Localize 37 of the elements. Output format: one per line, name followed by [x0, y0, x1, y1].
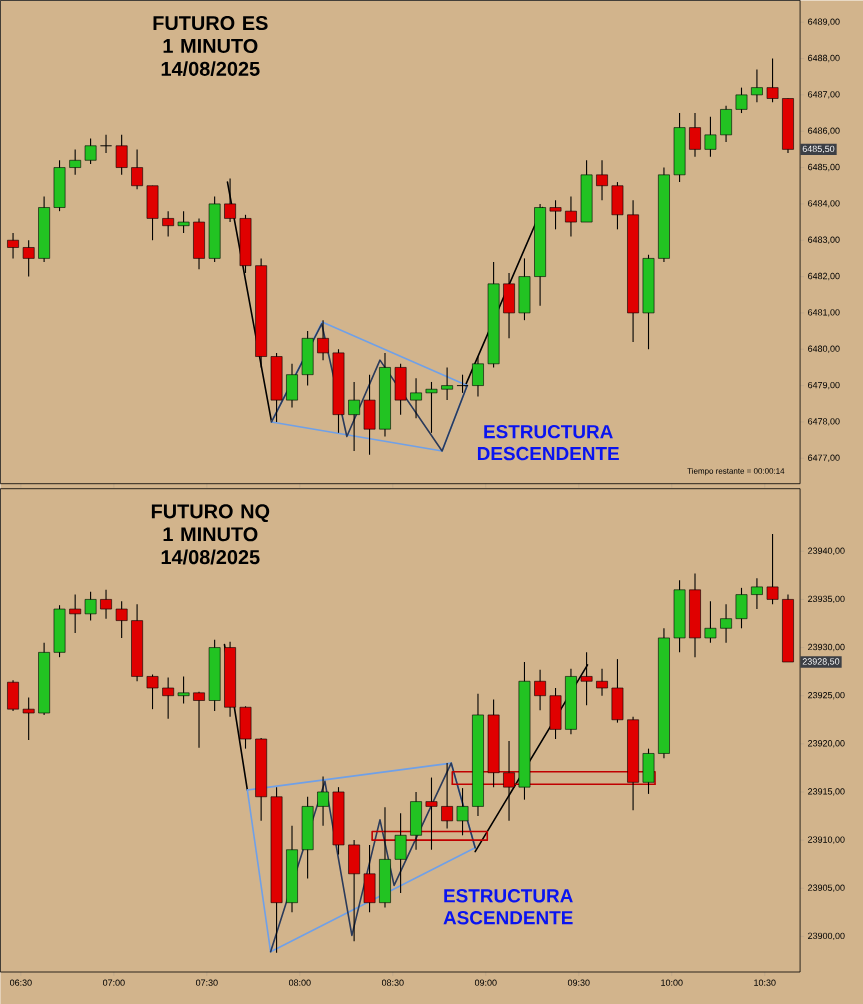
- y-tick-label: 6482,00: [808, 272, 840, 281]
- y-tick-label: 6481,00: [808, 309, 840, 317]
- text: FUTURO ES 1 MINUTO 14/08/2025: [153, 16, 268, 77]
- x-tick-label: 07:30: [195, 979, 218, 986]
- x-tick-label: 09:00: [474, 979, 497, 986]
- y-tick-label: 6484,00: [808, 200, 840, 208]
- y-tick-label: 6487,00: [808, 91, 840, 99]
- y-tick-label: 23925,00: [808, 691, 845, 700]
- y-tick-label: 23915,00: [808, 788, 845, 796]
- y-tick-label: 23905,00: [808, 884, 845, 892]
- text: 6485,50: [802, 145, 835, 154]
- y-tick-label: 6477,00: [808, 454, 840, 462]
- x-tick-label: 06:30: [9, 979, 32, 986]
- y-tick-label: 23910,00: [808, 836, 845, 844]
- annotation: ESTRUCTURA DESCENDENTE: [477, 424, 619, 461]
- y-tick-label: 6478,00: [808, 418, 840, 426]
- x-tick-label: 07:00: [102, 979, 125, 986]
- y-tick-label: 23920,00: [808, 740, 845, 748]
- x-tick-label: 10:00: [661, 979, 683, 986]
- y-tick-label: 23935,00: [808, 595, 845, 604]
- y-tick-label: 6480,00: [808, 345, 840, 353]
- y-tick-label: 6489,00: [808, 18, 840, 26]
- text: FUTURO NQ 1 MINUTO 14/08/2025: [151, 504, 270, 565]
- y-tick-label: 23930,00: [808, 643, 845, 652]
- x-tick-label: 08:30: [381, 979, 404, 986]
- x-tick-label: 10:30: [754, 979, 776, 986]
- x-tick-label: 08:00: [288, 979, 311, 986]
- y-tick-label: 6479,00: [808, 381, 840, 390]
- annotation: ESTRUCTURA ASCENDENTE: [443, 889, 573, 925]
- y-tick-label: 6485,00: [808, 163, 840, 172]
- y-tick-label: 6488,00: [808, 54, 840, 63]
- y-tick-label: 23940,00: [808, 547, 845, 555]
- text: 23928,50: [802, 658, 840, 666]
- y-tick-label: 23900,00: [808, 932, 845, 941]
- y-tick-label: 6486,00: [808, 127, 840, 135]
- x-tick-label: 09:30: [567, 979, 590, 986]
- y-tick-label: 6483,00: [808, 236, 840, 244]
